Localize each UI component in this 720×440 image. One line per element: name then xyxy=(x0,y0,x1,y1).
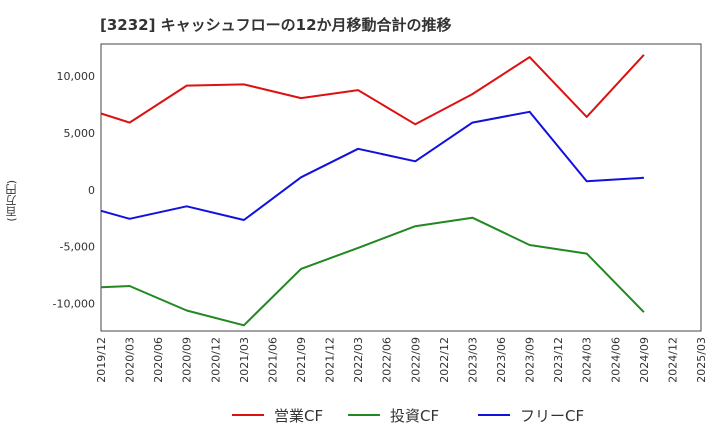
axes xyxy=(100,43,702,332)
x-tick-label: 2024/06 xyxy=(609,337,622,383)
y-tick-label: -10,000 xyxy=(53,298,95,311)
chart-title: [3232] キャッシュフローの12か月移動合計の推移 xyxy=(100,16,452,34)
series-line-free-cf xyxy=(100,110,644,221)
x-tick-label: 2022/03 xyxy=(352,337,365,383)
x-tick-label: 2020/03 xyxy=(124,337,137,383)
tick-labels: -10,000 -5,000 0 5,000 10,000 2019/12 2020/03 2… xyxy=(53,70,708,383)
x-tick-label: 2023/09 xyxy=(524,337,537,383)
x-tick-label: 2020/09 xyxy=(181,337,194,383)
x-tick-label: 2025/03 xyxy=(695,337,708,383)
line-chart: -10,000 -5,000 0 5,000 10,000 2019/12 2020/03 2… xyxy=(53,43,708,383)
legend: 営業CF 投資CF フリーCF xyxy=(0,402,720,432)
x-tick-label: 2024/09 xyxy=(638,337,651,383)
y-tick-label: 10,000 xyxy=(57,70,96,83)
x-tick-label: 2021/09 xyxy=(295,337,308,383)
legend-item: 営業CF xyxy=(232,402,323,428)
x-tick-label: 2021/03 xyxy=(238,337,251,383)
legend-swatch xyxy=(478,414,510,416)
x-tick-label: 2022/06 xyxy=(381,337,394,383)
x-tick-label: 2022/09 xyxy=(409,337,422,383)
legend-swatch xyxy=(232,414,264,416)
legend-label: 営業CF xyxy=(274,406,324,425)
legend-swatch xyxy=(348,414,380,416)
y-tick-label: 5,000 xyxy=(64,127,96,140)
x-tick-label: 2020/06 xyxy=(152,337,165,383)
x-tick-label: 2024/03 xyxy=(581,337,594,383)
legend-item: 投資CF xyxy=(348,402,439,428)
x-tick-label: 2024/12 xyxy=(666,337,679,383)
series-lines xyxy=(100,54,645,327)
y-tick-label: 0 xyxy=(88,184,95,197)
series-line-investing-cf xyxy=(100,216,645,327)
plot-area xyxy=(100,43,702,332)
x-tick-label: 2023/12 xyxy=(552,337,565,383)
x-tick-label: 2021/06 xyxy=(266,337,279,383)
x-tick-label: 2019/12 xyxy=(95,337,108,383)
y-tick-label: -5,000 xyxy=(60,241,95,254)
x-tick-label: 2021/12 xyxy=(324,337,337,383)
legend-item: フリーCF xyxy=(478,402,584,428)
x-tick-label: 2023/06 xyxy=(495,337,508,383)
series-line-operating-cf xyxy=(100,54,645,126)
x-tick-label: 2022/12 xyxy=(438,337,451,383)
x-tick-label: 2020/12 xyxy=(209,337,222,383)
legend-label: フリーCF xyxy=(520,406,585,425)
legend-label: 投資CF xyxy=(390,406,440,425)
x-tick-label: 2023/03 xyxy=(466,337,479,383)
